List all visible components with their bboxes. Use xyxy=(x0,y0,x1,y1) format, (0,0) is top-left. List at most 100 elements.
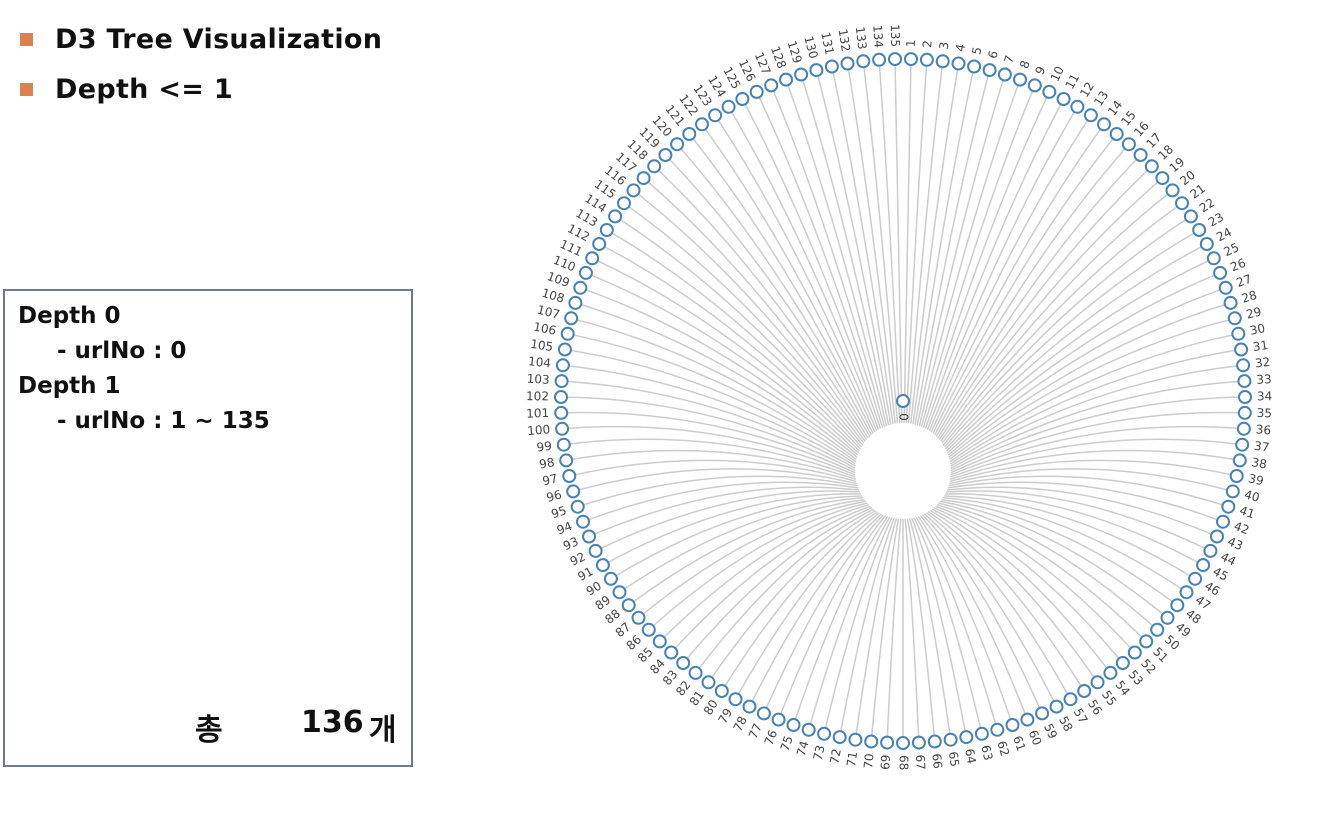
tree-node-85[interactable] xyxy=(652,634,667,649)
tree-root-node[interactable] xyxy=(896,394,910,408)
tree-node-127[interactable] xyxy=(764,78,779,93)
tree-node-22[interactable] xyxy=(1183,209,1198,224)
tree-node-109[interactable] xyxy=(573,280,588,295)
tree-node-100[interactable] xyxy=(555,421,570,436)
tree-node-29[interactable] xyxy=(1227,311,1242,326)
tree-node-113[interactable] xyxy=(599,223,614,237)
tree-node-4[interactable] xyxy=(951,56,966,71)
tree-node-114[interactable] xyxy=(608,209,623,224)
tree-node-6[interactable] xyxy=(982,63,997,78)
tree-node-96[interactable] xyxy=(566,484,581,499)
tree-node-132[interactable] xyxy=(840,56,855,71)
tree-node-98[interactable] xyxy=(559,453,574,468)
tree-node-134[interactable] xyxy=(872,52,887,67)
tree-node-63[interactable] xyxy=(974,726,989,741)
tree-node-45[interactable] xyxy=(1196,558,1211,573)
tree-node-60[interactable] xyxy=(1020,712,1035,727)
tree-node-111[interactable] xyxy=(585,251,600,266)
tree-node-34[interactable] xyxy=(1238,390,1252,404)
tree-node-87[interactable] xyxy=(631,610,646,625)
tree-node-73[interactable] xyxy=(817,726,832,741)
tree-node-112[interactable] xyxy=(592,237,607,251)
tree-node-57[interactable] xyxy=(1063,692,1078,707)
tree-node-89[interactable] xyxy=(612,585,627,600)
tree-node-23[interactable] xyxy=(1192,223,1207,237)
tree-node-33[interactable] xyxy=(1237,374,1252,389)
tree-node-9[interactable] xyxy=(1027,78,1042,93)
tree-node-40[interactable] xyxy=(1225,484,1240,499)
tree-node-16[interactable] xyxy=(1121,137,1136,152)
tree-node-37[interactable] xyxy=(1235,437,1250,452)
tree-node-123[interactable] xyxy=(708,108,723,123)
tree-node-27[interactable] xyxy=(1218,280,1233,295)
tree-node-50[interactable] xyxy=(1150,622,1165,637)
tree-node-53[interactable] xyxy=(1115,656,1130,670)
tree-node-128[interactable] xyxy=(779,72,793,87)
tree-node-71[interactable] xyxy=(848,732,863,747)
tree-node-32[interactable] xyxy=(1236,358,1251,373)
tree-node-104[interactable] xyxy=(555,358,570,373)
tree-node-19[interactable] xyxy=(1155,171,1170,186)
tree-node-124[interactable] xyxy=(721,99,736,114)
tree-node-91[interactable] xyxy=(595,558,610,573)
tree-node-77[interactable] xyxy=(756,706,771,721)
tree-node-58[interactable] xyxy=(1049,699,1064,714)
tree-node-1[interactable] xyxy=(904,52,918,67)
tree-node-35[interactable] xyxy=(1237,405,1252,420)
tree-node-3[interactable] xyxy=(935,54,950,69)
tree-node-119[interactable] xyxy=(658,148,673,162)
tree-node-20[interactable] xyxy=(1165,183,1180,198)
tree-node-80[interactable] xyxy=(714,684,729,698)
tree-node-7[interactable] xyxy=(997,67,1012,82)
tree-node-122[interactable] xyxy=(695,117,709,132)
tree-node-101[interactable] xyxy=(554,405,569,420)
tree-node-64[interactable] xyxy=(959,730,974,745)
tree-node-105[interactable] xyxy=(557,342,572,357)
tree-node-15[interactable] xyxy=(1109,127,1124,141)
tree-node-84[interactable] xyxy=(664,645,679,660)
tree-node-5[interactable] xyxy=(967,59,982,74)
tree-node-61[interactable] xyxy=(1005,718,1020,732)
tree-node-133[interactable] xyxy=(856,54,871,69)
tree-node-115[interactable] xyxy=(617,196,631,211)
tree-node-30[interactable] xyxy=(1231,326,1246,341)
tree-node-129[interactable] xyxy=(794,67,809,82)
tree-node-126[interactable] xyxy=(749,84,764,99)
tree-node-76[interactable] xyxy=(771,712,786,727)
tree-node-116[interactable] xyxy=(626,183,641,198)
tree-node-108[interactable] xyxy=(568,295,583,310)
tree-node-86[interactable] xyxy=(641,622,656,637)
tree-node-46[interactable] xyxy=(1188,571,1203,586)
tree-node-31[interactable] xyxy=(1234,342,1249,357)
tree-node-75[interactable] xyxy=(786,718,801,732)
tree-node-39[interactable] xyxy=(1229,469,1244,483)
tree-node-43[interactable] xyxy=(1210,529,1224,544)
tree-node-2[interactable] xyxy=(919,52,934,67)
tree-node-44[interactable] xyxy=(1203,543,1218,558)
tree-node-66[interactable] xyxy=(927,734,942,749)
tree-node-17[interactable] xyxy=(1133,148,1148,162)
tree-node-102[interactable] xyxy=(554,390,568,404)
tree-node-47[interactable] xyxy=(1179,585,1194,600)
tree-node-28[interactable] xyxy=(1223,295,1238,310)
tree-node-11[interactable] xyxy=(1056,92,1071,106)
tree-node-12[interactable] xyxy=(1070,99,1085,114)
tree-node-83[interactable] xyxy=(676,656,691,670)
tree-node-41[interactable] xyxy=(1221,499,1236,514)
tree-node-24[interactable] xyxy=(1199,237,1214,251)
tree-node-18[interactable] xyxy=(1144,159,1159,174)
tree-node-55[interactable] xyxy=(1090,675,1105,690)
tree-node-14[interactable] xyxy=(1097,117,1111,132)
tree-node-72[interactable] xyxy=(832,730,847,745)
tree-node-51[interactable] xyxy=(1139,634,1154,649)
tree-node-13[interactable] xyxy=(1083,108,1098,123)
tree-node-106[interactable] xyxy=(560,326,575,341)
tree-node-54[interactable] xyxy=(1103,665,1118,680)
tree-node-68[interactable] xyxy=(896,736,910,750)
tree-node-59[interactable] xyxy=(1035,706,1050,721)
tree-node-130[interactable] xyxy=(809,63,824,78)
tree-node-120[interactable] xyxy=(670,137,685,152)
tree-node-21[interactable] xyxy=(1175,196,1189,211)
tree-node-36[interactable] xyxy=(1236,421,1251,436)
tree-node-93[interactable] xyxy=(582,529,596,544)
